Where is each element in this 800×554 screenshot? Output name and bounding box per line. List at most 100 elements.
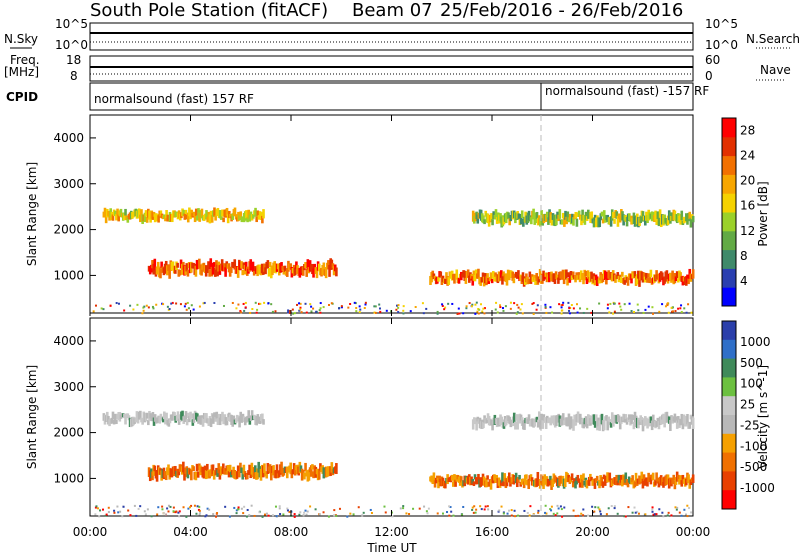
heatmap-cell <box>621 479 624 487</box>
heatmap-cell <box>405 512 408 515</box>
heatmap-cell <box>301 266 305 276</box>
heatmap-cell <box>190 468 193 481</box>
heatmap-cell <box>582 277 585 285</box>
heatmap-cell <box>560 508 563 511</box>
heatmap-cell <box>303 472 306 480</box>
heatmap-cell <box>362 511 365 514</box>
heatmap-cell <box>183 469 186 481</box>
heatmap-cell <box>255 311 258 314</box>
heatmap-cell <box>188 416 191 423</box>
heatmap-cell <box>452 514 455 517</box>
heatmap-cell <box>477 473 480 484</box>
heatmap-cell <box>247 209 250 219</box>
heatmap-cell <box>124 208 127 216</box>
heatmap-cell <box>319 311 322 314</box>
heatmap-cell <box>115 214 118 221</box>
heatmap-cell <box>228 515 231 518</box>
heatmap-cell <box>520 210 524 219</box>
heatmap-cell <box>183 213 187 220</box>
heatmap-cell <box>598 277 601 284</box>
heatmap-cell <box>608 419 612 426</box>
heatmap-cell <box>490 213 493 221</box>
heatmap-cell <box>645 272 648 280</box>
heatmap-cell <box>402 305 405 308</box>
heatmap-cell <box>448 514 451 517</box>
heatmap-cell <box>289 462 293 475</box>
heatmap-cell <box>156 261 160 269</box>
heatmap-cell <box>238 417 241 428</box>
heatmap-cell <box>586 270 590 279</box>
heatmap-cell <box>208 214 212 224</box>
colorbar-frame <box>721 117 737 307</box>
heatmap-cell <box>471 479 475 484</box>
heatmap-cell <box>499 306 502 309</box>
heatmap-cell <box>642 474 646 481</box>
heatmap-cell <box>248 514 251 517</box>
heatmap-cell <box>522 218 525 227</box>
heatmap-cell <box>192 308 195 311</box>
heatmap-cell <box>585 276 589 284</box>
heatmap-cell <box>201 466 205 478</box>
heatmap-cell <box>536 304 539 307</box>
y-tick-label: 4000 <box>53 131 84 145</box>
heatmap-cell <box>553 279 557 284</box>
colorbar-tick-label: 28 <box>740 124 755 138</box>
heatmap-cell <box>328 264 331 277</box>
nsearch-label: N.Search <box>746 32 800 46</box>
heatmap-cell <box>690 511 693 514</box>
heatmap-cell <box>402 505 405 508</box>
heatmap-cell <box>378 303 381 306</box>
heatmap-cell <box>248 418 252 425</box>
heatmap-cell <box>427 507 430 510</box>
heatmap-cell <box>677 474 680 482</box>
heatmap-cell <box>391 515 394 518</box>
heatmap-cell <box>508 509 511 512</box>
heatmap-cell <box>593 510 596 513</box>
heatmap-cell <box>259 302 262 305</box>
heatmap-cell <box>383 505 386 508</box>
heatmap-cell <box>296 303 299 306</box>
heatmap-cell <box>655 214 658 225</box>
heatmap-cell <box>559 505 562 508</box>
heatmap-cell <box>486 475 489 480</box>
heatmap-cell <box>299 302 302 305</box>
y-tick-label: 3000 <box>53 380 84 394</box>
velocity-y-ticks: 1000 2000 3000 4000 <box>53 334 96 485</box>
heatmap-cell <box>402 312 405 315</box>
heatmap-cell <box>412 507 415 510</box>
heatmap-cell <box>560 306 563 309</box>
heatmap-cell <box>605 415 608 420</box>
heatmap-cell <box>210 215 214 223</box>
heatmap-cell <box>633 311 635 314</box>
heatmap-cell <box>501 307 504 310</box>
freq-tick-low: 8 <box>70 69 78 83</box>
heatmap-cell <box>240 311 243 314</box>
heatmap-cell <box>628 414 631 420</box>
heatmap-cell <box>352 513 355 516</box>
heatmap-cell <box>425 307 428 310</box>
heatmap-cell <box>516 311 519 314</box>
heatmap-cell <box>282 470 286 476</box>
heatmap-cell <box>466 269 470 278</box>
heatmap-cell <box>592 217 596 228</box>
heatmap-cell <box>537 511 540 514</box>
heatmap-cell <box>175 510 178 513</box>
heatmap-cell <box>545 211 549 220</box>
heatmap-cell <box>568 213 572 221</box>
heatmap-cell <box>675 508 678 511</box>
heatmap-cell <box>147 306 150 309</box>
heatmap-cell <box>531 302 534 305</box>
heatmap-cell <box>103 207 107 216</box>
heatmap-cell <box>517 306 520 309</box>
heatmap-cell <box>265 512 268 515</box>
heatmap-cell <box>654 479 657 486</box>
heatmap-cell <box>135 514 138 517</box>
colorbar-swatch <box>722 490 736 510</box>
heatmap-cell <box>655 513 658 516</box>
heatmap-cell <box>449 506 452 509</box>
heatmap-cell <box>561 413 565 425</box>
heatmap-cell <box>241 470 245 480</box>
heatmap-cell <box>568 309 571 312</box>
heatmap-cell <box>436 512 439 515</box>
heatmap-cell <box>461 513 464 516</box>
